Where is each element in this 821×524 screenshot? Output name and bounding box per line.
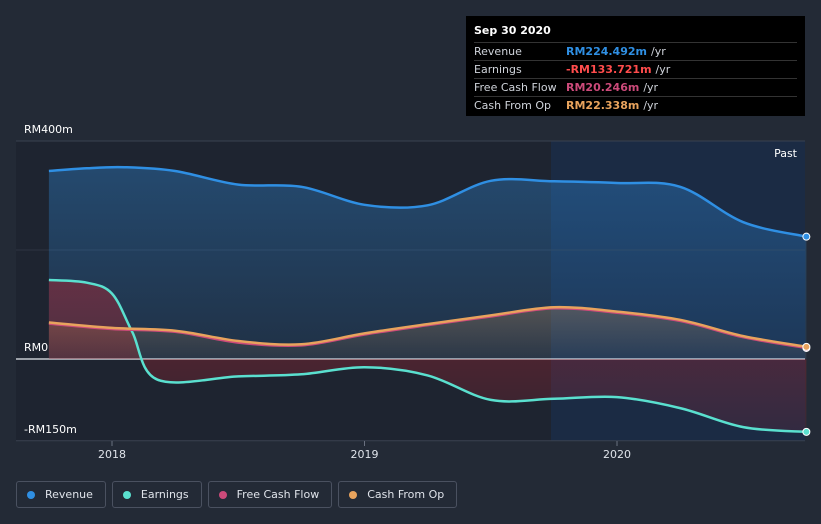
x-tick-label: 2018 bbox=[98, 448, 126, 461]
tooltip-label: Earnings bbox=[474, 63, 522, 76]
revenue-line bbox=[48, 165, 807, 238]
y-tick-label: RM400m bbox=[24, 123, 73, 136]
legend-label: Free Cash Flow bbox=[236, 488, 320, 501]
earnings-end-point bbox=[802, 427, 811, 436]
cash-from-op-area bbox=[48, 307, 807, 359]
tooltip-label: Revenue bbox=[474, 45, 522, 58]
revenue-end-point bbox=[802, 232, 811, 241]
legend-dot-icon bbox=[27, 490, 35, 499]
legend-label: Revenue bbox=[45, 488, 93, 501]
legend-item-free-cash-flow[interactable]: Free Cash Flow bbox=[207, 481, 333, 508]
tooltip-value: RM20.246m bbox=[566, 81, 640, 94]
earnings-area bbox=[48, 280, 807, 432]
tooltip-unit: /yr bbox=[655, 63, 671, 76]
legend-label: Earnings bbox=[140, 488, 189, 501]
legend-item-cash-from-op[interactable]: Cash From Op bbox=[338, 481, 458, 508]
tooltip-unit: /yr bbox=[650, 45, 666, 58]
past-label: Past bbox=[774, 147, 798, 160]
legend-dot-icon bbox=[122, 490, 131, 499]
tooltip-value: RM22.338m bbox=[566, 99, 640, 112]
x-tick-label: 2020 bbox=[603, 448, 631, 461]
tooltip-row-cash-from-op: Cash From Op RM22.338m/yr bbox=[474, 96, 797, 114]
tooltip-value: -RM133.721m bbox=[566, 63, 652, 76]
x-tick-label: 2019 bbox=[351, 448, 379, 461]
tooltip-date: Sep 30 2020 bbox=[474, 24, 551, 37]
tooltip-panel: Sep 30 2020 Revenue RM224.492m/yr Earnings… bbox=[466, 16, 805, 116]
y-tick-label: RM0 bbox=[24, 341, 48, 354]
tooltip-value: RM224.492m bbox=[566, 45, 647, 58]
legend-item-revenue[interactable]: Revenue bbox=[16, 481, 106, 508]
y-tick-label: -RM150m bbox=[24, 423, 77, 436]
cash-from-op-line bbox=[48, 305, 807, 349]
tooltip-label: Free Cash Flow bbox=[474, 81, 557, 94]
legend-label: Cash From Op bbox=[367, 488, 445, 501]
tooltip-unit: /yr bbox=[643, 81, 659, 94]
legend: Revenue Earnings Free Cash Flow Cash From O… bbox=[16, 481, 458, 508]
cash-from-op-end-point bbox=[802, 342, 811, 351]
legend-dot-icon bbox=[218, 490, 227, 499]
legend-item-earnings[interactable]: Earnings bbox=[111, 481, 202, 508]
tooltip-label: Cash From Op bbox=[474, 99, 552, 112]
tooltip-unit: /yr bbox=[643, 99, 659, 112]
tooltip-row-revenue: Revenue RM224.492m/yr bbox=[474, 42, 797, 60]
tooltip-row-free-cash-flow: Free Cash Flow RM20.246m/yr bbox=[474, 78, 797, 96]
legend-dot-icon bbox=[349, 490, 358, 499]
tooltip-row-earnings: Earnings -RM133.721m/yr bbox=[474, 60, 797, 78]
earnings-line bbox=[48, 278, 807, 434]
